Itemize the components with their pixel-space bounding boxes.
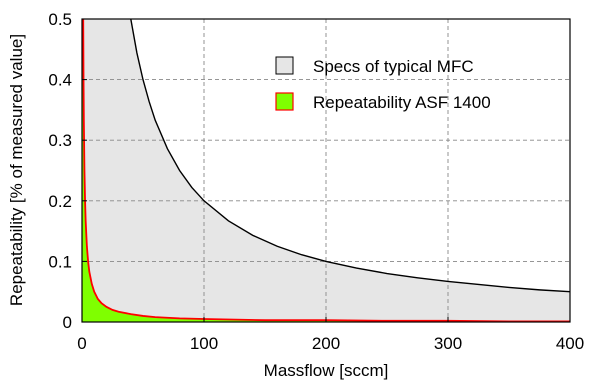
line-layer xyxy=(82,19,570,322)
y-tick-label: 0 xyxy=(63,313,72,332)
legend-label-asf: Repeatability ASF 1400 xyxy=(313,93,491,112)
legend-swatch-asf xyxy=(275,92,294,111)
y-tick-label: 0.5 xyxy=(48,10,72,29)
tick-layer: 0 100 200 300 400 0 0.1 0.2 0.3 0.4 0.5 xyxy=(48,10,584,353)
series-line-0 xyxy=(130,19,570,293)
legend-swatch-mfc xyxy=(275,56,294,75)
x-tick-label: 400 xyxy=(556,334,584,353)
y-tick-label: 0.2 xyxy=(48,192,72,211)
legend: Specs of typical MFC Repeatability ASF 1… xyxy=(275,56,491,112)
y-tick-label: 0.4 xyxy=(48,71,72,90)
x-tick-label: 0 xyxy=(77,334,86,353)
x-tick-label: 300 xyxy=(434,334,462,353)
series-line-1 xyxy=(82,19,570,322)
y-axis-label: Repeatability [% of measured value] xyxy=(7,34,26,306)
legend-label-mfc: Specs of typical MFC xyxy=(313,57,474,76)
x-tick-label: 100 xyxy=(190,334,218,353)
grid-layer xyxy=(82,19,570,322)
x-axis-label: Massflow [sccm] xyxy=(264,361,389,380)
y-tick-label: 0.3 xyxy=(48,131,72,150)
y-tick-label: 0.1 xyxy=(48,252,72,271)
x-tick-label: 200 xyxy=(312,334,340,353)
